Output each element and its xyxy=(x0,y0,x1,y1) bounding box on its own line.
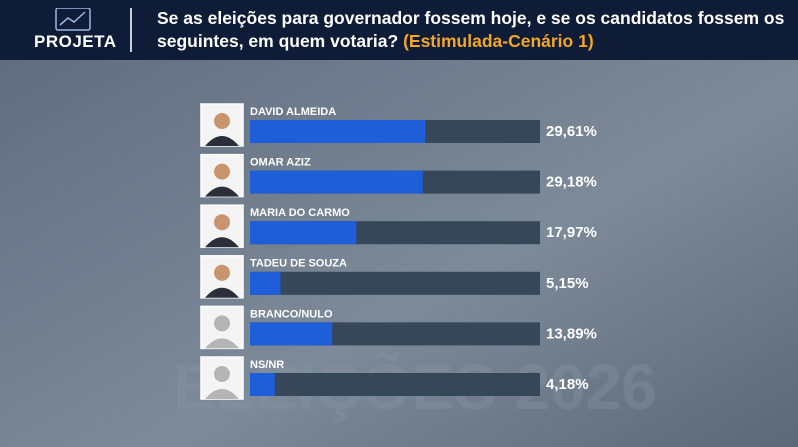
photo-head xyxy=(214,163,230,180)
bar xyxy=(250,271,281,295)
logo xyxy=(55,8,91,31)
category-label: BRANCO/NULO xyxy=(250,308,333,320)
bar xyxy=(250,170,423,194)
candidate-photo xyxy=(200,305,244,350)
photo-body xyxy=(205,237,239,248)
photo-body xyxy=(205,389,239,399)
bar xyxy=(250,120,426,143)
bar-track xyxy=(250,373,540,396)
photo-head xyxy=(214,366,230,382)
value-label: 17,97% xyxy=(546,224,597,241)
candidate-photo xyxy=(200,153,244,198)
value-label: 29,61% xyxy=(546,123,597,140)
chart-title: Se as eleições para governador fossem ho… xyxy=(157,7,787,53)
bar xyxy=(250,221,357,245)
photo-body xyxy=(205,287,239,298)
photo-head xyxy=(214,264,230,281)
candidate-photo xyxy=(200,204,244,248)
category-label: TADEU DE SOUZA xyxy=(250,258,347,270)
value-label: 13,89% xyxy=(546,325,597,342)
logo-line xyxy=(59,11,86,26)
category-label: NS/NR xyxy=(250,359,284,371)
candidate-photo xyxy=(200,255,244,299)
logo-frame xyxy=(55,8,91,31)
photo-head xyxy=(214,214,230,231)
bar xyxy=(250,322,333,346)
category-label: MARIA DO CARMO xyxy=(250,207,350,219)
title-text: Se as eleições para governador fossem ho… xyxy=(157,8,785,51)
photo-body xyxy=(205,186,239,197)
candidate-photo xyxy=(200,356,244,400)
bar-track xyxy=(250,271,540,295)
value-label: 5,15% xyxy=(546,275,589,292)
candidate-photo xyxy=(200,103,244,147)
brand: PROJETA xyxy=(34,32,117,51)
photo-body xyxy=(205,338,239,349)
bar xyxy=(250,373,275,396)
photo-head xyxy=(214,315,230,332)
header: PROJETA Se as eleições para governador f… xyxy=(0,0,798,60)
category-label: DAVID ALMEIDA xyxy=(250,106,336,118)
photo-body xyxy=(205,136,239,146)
subtitle: (Estimulada-Cenário 1) xyxy=(403,31,594,51)
divider xyxy=(130,8,132,52)
photo-head xyxy=(214,113,230,129)
category-label: OMAR AZIZ xyxy=(250,157,311,169)
value-label: 29,18% xyxy=(546,174,597,191)
value-label: 4,18% xyxy=(546,376,589,393)
